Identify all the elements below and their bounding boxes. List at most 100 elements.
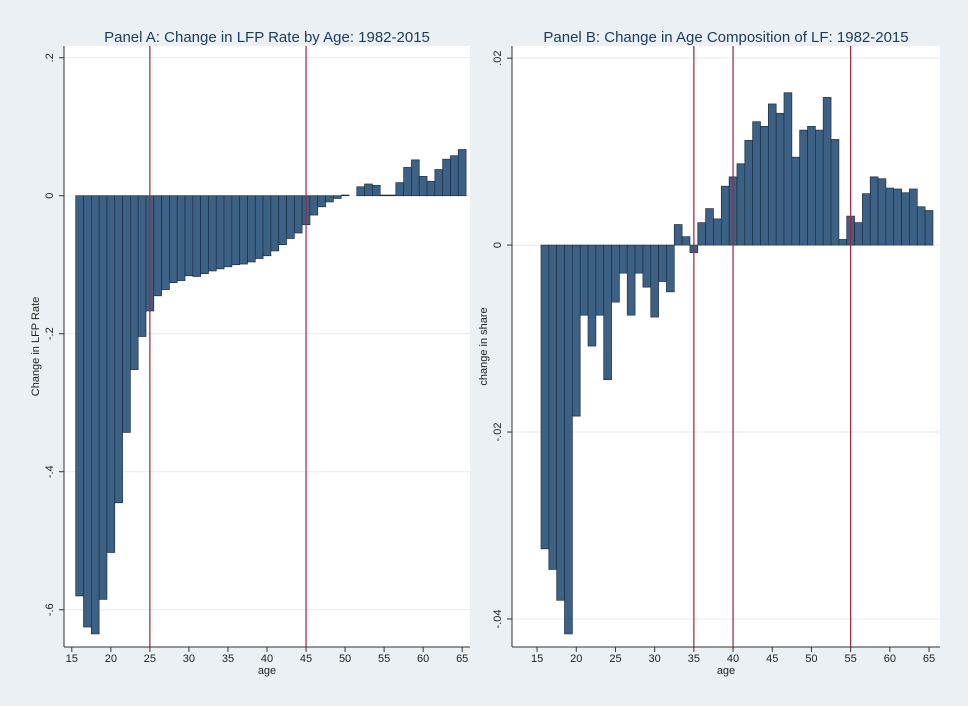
bar — [114, 195, 123, 504]
bar — [122, 195, 131, 433]
bar — [650, 244, 659, 318]
bar — [587, 244, 597, 347]
y-tick-label: -.4 — [44, 465, 56, 478]
bar — [309, 195, 319, 216]
bar — [426, 180, 436, 197]
x-tick-label: 40 — [727, 653, 739, 665]
y-tick-label: -.6 — [44, 603, 56, 616]
bar — [548, 244, 558, 570]
bar — [450, 155, 459, 197]
x-tick-label: 50 — [805, 653, 817, 665]
x-axis-label: age — [258, 665, 276, 677]
y-tick-label: 0 — [44, 193, 56, 199]
bar — [744, 140, 754, 246]
y-tick-label: .2 — [44, 53, 56, 62]
x-tick-label: 25 — [144, 653, 156, 665]
bar — [333, 195, 342, 199]
x-tick-label: 15 — [531, 653, 543, 665]
bar — [262, 195, 272, 257]
bar — [854, 222, 863, 246]
x-tick-label: 35 — [688, 653, 700, 665]
y-axis-label: change in share — [478, 307, 490, 385]
bar — [442, 158, 451, 197]
bar — [247, 195, 256, 263]
bar — [278, 195, 287, 246]
bar — [286, 195, 295, 239]
bar — [90, 195, 100, 635]
y-tick-label: -.2 — [44, 327, 56, 340]
x-tick-label: 55 — [845, 653, 857, 665]
bar — [106, 195, 116, 553]
bar — [924, 210, 934, 246]
bar — [364, 183, 373, 197]
bar — [317, 195, 326, 208]
bar — [869, 176, 879, 246]
y-tick-label: .02 — [492, 51, 504, 66]
bar — [626, 244, 636, 316]
bar — [916, 206, 926, 246]
bar — [176, 195, 186, 281]
bar — [340, 194, 350, 197]
bar — [293, 195, 303, 234]
bar — [215, 195, 225, 270]
bar — [666, 244, 675, 293]
x-tick-label: 45 — [766, 653, 778, 665]
bar — [720, 185, 730, 246]
x-tick-label: 15 — [66, 653, 78, 665]
bar — [83, 195, 92, 628]
bar — [752, 121, 761, 246]
bar — [192, 195, 201, 277]
y-tick-label: -.02 — [492, 423, 504, 442]
bar — [161, 195, 170, 290]
bar — [760, 126, 769, 246]
bar — [901, 192, 910, 246]
bar — [579, 244, 589, 316]
bar — [830, 139, 840, 246]
bar — [807, 126, 816, 246]
x-tick-label: 45 — [300, 653, 312, 665]
bar — [909, 188, 918, 246]
x-tick-label: 40 — [261, 653, 273, 665]
bar — [736, 163, 746, 246]
bar — [619, 244, 628, 274]
bar — [200, 195, 209, 275]
x-tick-label: 30 — [649, 653, 661, 665]
bar — [705, 208, 714, 246]
x-tick-label: 30 — [183, 653, 195, 665]
bar — [254, 195, 264, 259]
x-tick-label: 65 — [923, 653, 935, 665]
bar — [556, 244, 565, 601]
bar — [270, 195, 280, 252]
bar — [775, 112, 785, 246]
bar — [184, 195, 194, 277]
bar — [697, 222, 706, 246]
bar — [799, 129, 808, 246]
bar — [130, 195, 139, 370]
bar — [223, 195, 233, 268]
bar — [658, 244, 667, 282]
bar — [877, 178, 887, 246]
bar — [540, 244, 550, 550]
bar — [379, 194, 389, 197]
x-tick-label: 55 — [378, 653, 390, 665]
bar — [208, 195, 217, 272]
chart-title: Panel B: Change in Age Composition of LF… — [543, 29, 908, 46]
bar — [403, 167, 412, 197]
bar — [169, 195, 178, 284]
bar — [713, 218, 722, 246]
bar — [137, 195, 147, 337]
x-tick-label: 35 — [222, 653, 234, 665]
bar — [231, 195, 241, 266]
bar — [239, 195, 248, 265]
chart-title: Panel A: Change in LFP Rate by Age: 1982… — [104, 29, 430, 46]
bar — [838, 239, 848, 246]
bar — [783, 92, 793, 246]
x-tick-label: 65 — [456, 653, 468, 665]
bar — [611, 244, 620, 303]
bar — [595, 244, 605, 316]
x-tick-label: 60 — [417, 653, 429, 665]
bar — [603, 244, 612, 381]
bar — [767, 103, 777, 246]
bar — [634, 244, 644, 274]
